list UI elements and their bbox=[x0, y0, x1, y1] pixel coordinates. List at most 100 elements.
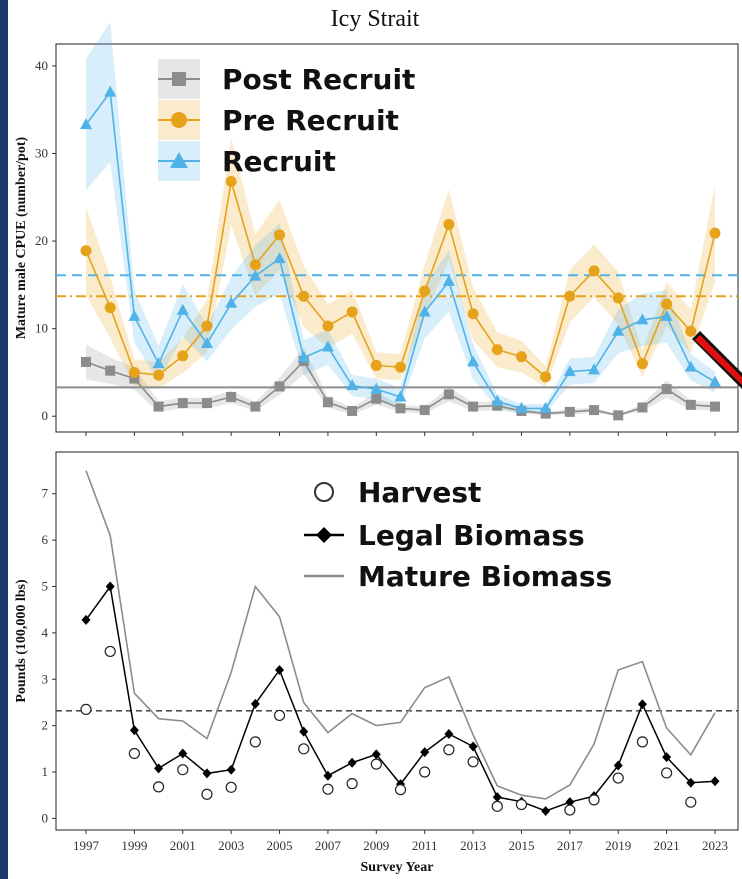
point-harvest bbox=[612, 772, 624, 784]
point-legal-biomass bbox=[371, 749, 381, 760]
point-pre-recruit bbox=[249, 259, 261, 271]
point-post-recruit bbox=[322, 397, 333, 408]
point-post-recruit bbox=[81, 356, 91, 367]
point-pre-recruit bbox=[443, 218, 455, 230]
bottom-xtick-label: 2003 bbox=[218, 838, 244, 853]
bottom-ytick-label: 2 bbox=[42, 718, 49, 733]
point-post-recruit bbox=[564, 406, 575, 417]
point-pre-recruit bbox=[588, 265, 600, 277]
legend-label-legal-biomass: Legal Biomass bbox=[358, 519, 585, 552]
bottom-ytick-label: 5 bbox=[42, 579, 49, 594]
point-pre-recruit bbox=[298, 290, 310, 302]
point-legal-biomass bbox=[275, 664, 285, 675]
bottom-plot-frame bbox=[55, 451, 739, 831]
point-pre-recruit bbox=[636, 358, 648, 370]
bottom-xtick-label: 2001 bbox=[170, 838, 196, 853]
point-post-recruit bbox=[540, 408, 551, 419]
point-recruit bbox=[200, 337, 213, 349]
bottom-ytick-label: 6 bbox=[42, 532, 49, 547]
point-harvest bbox=[273, 709, 286, 722]
point-pre-recruit bbox=[685, 325, 697, 337]
point-legal-biomass bbox=[226, 764, 236, 775]
point-pre-recruit bbox=[515, 351, 527, 363]
point-post-recruit bbox=[177, 398, 188, 409]
point-harvest bbox=[661, 767, 673, 779]
point-recruit bbox=[515, 401, 528, 413]
point-harvest bbox=[419, 766, 431, 778]
legend-marker-pre-recruit bbox=[171, 112, 187, 128]
legend-marker-legal-biomass bbox=[316, 527, 332, 543]
point-legal-biomass bbox=[154, 763, 164, 774]
point-recruit bbox=[128, 309, 141, 321]
point-recruit bbox=[442, 274, 455, 286]
point-pre-recruit bbox=[346, 306, 358, 318]
point-harvest bbox=[443, 744, 455, 756]
point-post-recruit bbox=[685, 399, 696, 410]
point-harvest bbox=[128, 747, 140, 760]
point-harvest bbox=[152, 781, 165, 793]
point-pre-recruit bbox=[467, 308, 479, 320]
point-post-recruit bbox=[419, 405, 430, 416]
bottom-xtick-label: 2017 bbox=[557, 838, 584, 853]
top-ytick-label: 20 bbox=[35, 233, 48, 248]
point-recruit bbox=[684, 360, 697, 372]
red-arrow-annotation bbox=[695, 335, 742, 385]
bottom-ylabel: Pounds (100,000 lbs) bbox=[14, 579, 29, 703]
point-harvest bbox=[491, 800, 503, 812]
point-legal-biomass bbox=[710, 776, 720, 787]
point-legal-biomass bbox=[613, 760, 623, 771]
point-pre-recruit bbox=[419, 285, 431, 297]
point-harvest bbox=[564, 804, 576, 816]
bottom-xtick-label: 1999 bbox=[121, 838, 147, 853]
point-post-recruit bbox=[443, 389, 454, 400]
point-post-recruit bbox=[226, 391, 237, 402]
point-recruit bbox=[394, 390, 407, 402]
figure-title: Icy Strait bbox=[330, 6, 420, 32]
point-recruit bbox=[612, 324, 625, 336]
point-legal-biomass bbox=[299, 726, 309, 737]
point-harvest bbox=[298, 743, 310, 755]
point-post-recruit bbox=[395, 403, 406, 414]
point-post-recruit bbox=[201, 398, 212, 409]
bottom-xtick-label: 2011 bbox=[412, 838, 438, 853]
legend-label-pre-recruit: Pre Recruit bbox=[222, 104, 399, 137]
point-recruit bbox=[636, 313, 649, 325]
point-harvest bbox=[394, 784, 407, 796]
point-pre-recruit bbox=[370, 359, 382, 371]
point-post-recruit bbox=[661, 384, 672, 395]
point-recruit bbox=[539, 401, 552, 413]
point-pre-recruit bbox=[274, 229, 286, 241]
point-recruit bbox=[467, 355, 480, 367]
bottom-xtick-label: 2013 bbox=[460, 838, 486, 853]
point-post-recruit bbox=[710, 401, 720, 412]
legend-label-post-recruit: Post Recruit bbox=[222, 63, 415, 96]
legend-label-mature-biomass: Mature Biomass bbox=[358, 560, 612, 593]
point-harvest bbox=[80, 703, 92, 716]
point-recruit bbox=[346, 379, 359, 391]
bottom-ytick-label: 3 bbox=[42, 671, 49, 686]
point-legal-biomass bbox=[347, 757, 357, 768]
point-pre-recruit bbox=[491, 344, 503, 356]
point-pre-recruit bbox=[709, 227, 721, 239]
bottom-xtick-label: 2005 bbox=[267, 838, 293, 853]
point-post-recruit bbox=[613, 410, 624, 421]
point-pre-recruit bbox=[661, 298, 673, 310]
point-post-recruit bbox=[347, 405, 358, 416]
point-legal-biomass bbox=[444, 728, 454, 739]
point-legal-biomass bbox=[420, 747, 430, 758]
point-recruit bbox=[321, 340, 334, 352]
point-harvest bbox=[636, 736, 649, 748]
bottom-xlabel: Survey Year bbox=[361, 860, 434, 875]
point-legal-biomass bbox=[250, 698, 260, 709]
top-ylabel: Mature male CPUE (number/pot) bbox=[14, 137, 29, 340]
point-harvest bbox=[515, 798, 528, 811]
point-legal-biomass bbox=[129, 725, 139, 736]
legend-label-recruit: Recruit bbox=[222, 145, 336, 178]
point-recruit bbox=[152, 357, 165, 369]
point-post-recruit bbox=[468, 401, 479, 412]
point-legal-biomass bbox=[323, 770, 333, 781]
bottom-ytick-label: 4 bbox=[42, 625, 49, 640]
point-pre-recruit bbox=[201, 320, 213, 332]
point-recruit bbox=[176, 303, 189, 315]
